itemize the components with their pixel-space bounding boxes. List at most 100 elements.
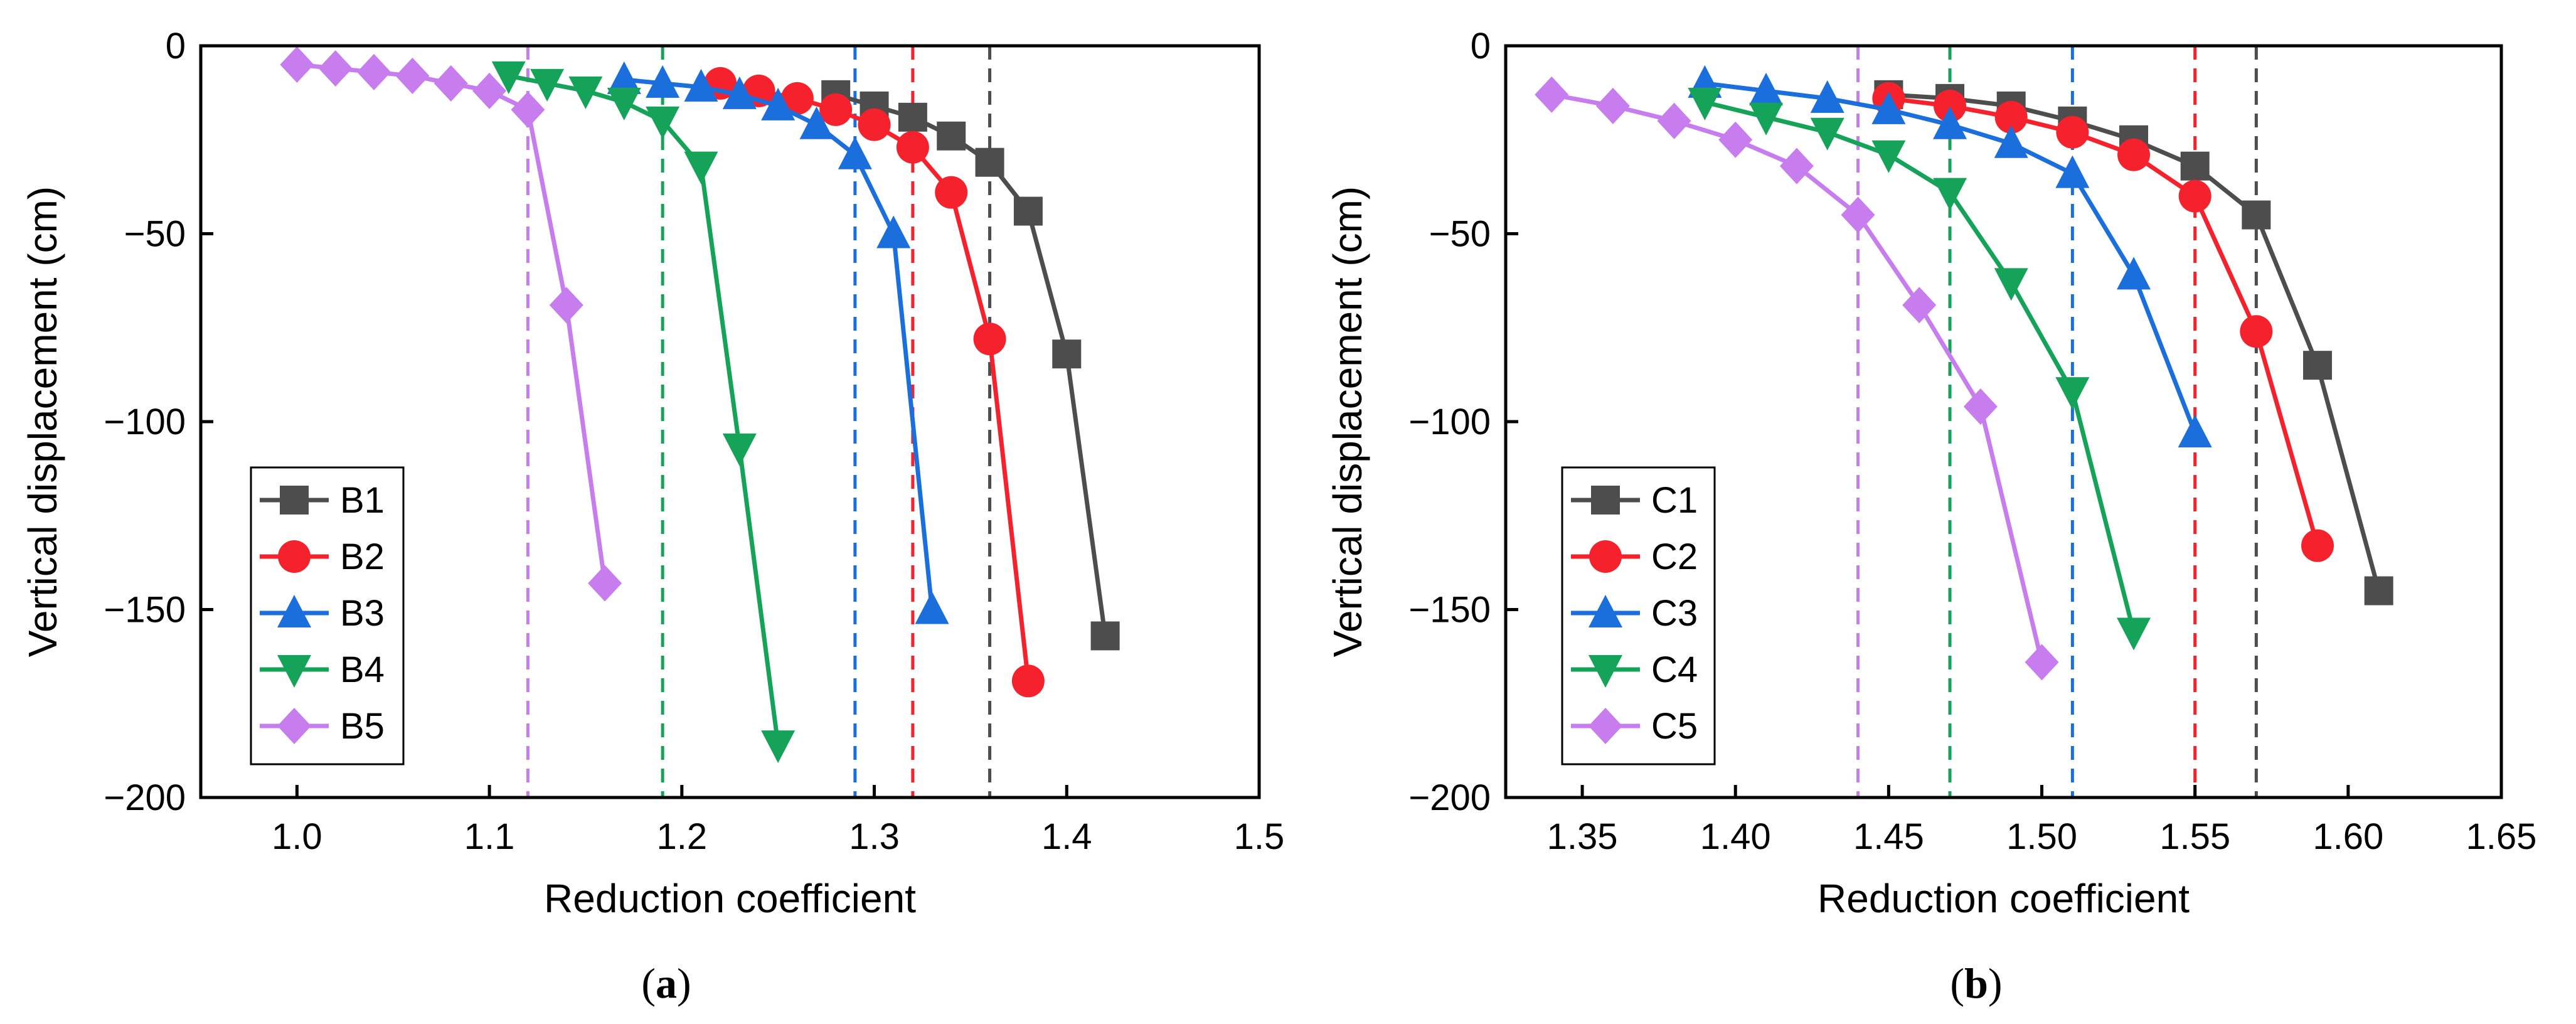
data-point-C2-8	[2301, 529, 2334, 562]
data-point-B5-3	[357, 53, 391, 90]
legend-label-C4: C4	[1651, 649, 1698, 690]
data-point-C4-4	[1871, 140, 1906, 173]
data-point-C3-2	[1749, 72, 1784, 105]
data-point-C4-6	[1994, 268, 2028, 301]
legend-label-B2: B2	[340, 536, 385, 577]
data-point-C3-4	[1871, 91, 1906, 124]
y-tick-label-a-4: −150	[104, 590, 186, 631]
data-point-C4-5	[1933, 178, 1967, 211]
data-point-C2-2	[1934, 89, 1967, 122]
data-point-B3-6	[799, 106, 834, 139]
data-point-B1-6	[1013, 196, 1043, 226]
data-point-C1-7	[2242, 200, 2271, 230]
data-point-C3-8	[2117, 257, 2151, 290]
legend-box-a	[250, 466, 405, 765]
panel-caption-letter-b: b	[1964, 959, 1988, 1007]
x-axis-label-a: Reduction coefficient	[544, 876, 916, 921]
data-point-B3-3	[684, 68, 718, 102]
y-tick-label-a-2: −50	[124, 214, 186, 255]
data-point-B5-6	[472, 72, 507, 109]
x-tick-label-a-1: 1.0	[272, 816, 322, 857]
data-point-C4-2	[1749, 102, 1784, 136]
data-point-B4-3	[568, 76, 603, 109]
data-point-C2-7	[2240, 315, 2273, 348]
data-point-B2-9	[1011, 664, 1045, 698]
chart-panel-a: 1.0 1.1 1.2 1.3 1.4 1.5 0 −50 −100 −150 −200 Reduct…	[20, 26, 1284, 1007]
legend-marker-C3	[1589, 595, 1622, 627]
legend-marker-B2	[278, 540, 311, 573]
data-point-B4-4	[607, 87, 641, 120]
x-tick-label-b-3: 1.45	[1853, 816, 1924, 857]
x-tick-label-b-4: 1.50	[2006, 816, 2077, 857]
data-point-B4-2	[530, 68, 565, 102]
legend-label-B4: B4	[340, 649, 385, 690]
data-point-C3-5	[1933, 106, 1967, 139]
data-point-C5-1	[1535, 76, 1569, 113]
legend-marker-B3	[277, 595, 311, 627]
x-tick-label-b-6: 1.60	[2313, 816, 2383, 857]
legend-b: C1 C2 C3 C4 C5	[1561, 466, 1716, 765]
data-point-B4-6	[684, 151, 718, 184]
legend-box-b	[1561, 466, 1716, 765]
data-point-C2-4	[2056, 115, 2089, 149]
data-point-C1-6	[2180, 151, 2210, 181]
data-point-B3-8	[876, 215, 911, 248]
data-point-B3-2	[646, 65, 680, 98]
data-point-C5-7	[1902, 287, 1937, 324]
y-tick-label-b-2: −50	[1429, 214, 1491, 255]
data-point-C2-5	[2117, 138, 2151, 171]
y-tick-label-a-5: −200	[104, 777, 186, 818]
x-tick-label-a-5: 1.4	[1041, 816, 1092, 857]
legend-label-C2: C2	[1651, 536, 1698, 577]
x-tick-label-a-2: 1.1	[464, 816, 515, 857]
data-point-B2-3	[780, 82, 814, 115]
panel-caption-a: (a)	[641, 959, 691, 1007]
data-point-C4-8	[2117, 617, 2151, 651]
data-point-C3-6	[1994, 125, 2028, 158]
data-point-B1-5	[975, 147, 1004, 177]
panel-caption-b: (b)	[1950, 959, 2002, 1007]
data-point-C5-8	[1963, 388, 1998, 425]
legend-label-B5: B5	[340, 706, 385, 747]
chart-panel-b: 1.35 1.40 1.45 1.50 1.55 1.60 1.65 0 −50 −100 −150…	[1325, 26, 2536, 1007]
x-tick-label-b-1: 1.35	[1547, 816, 1618, 857]
data-point-C5-6	[1841, 196, 1875, 233]
data-point-C5-5	[1779, 147, 1814, 184]
data-point-B4-1	[491, 61, 526, 94]
data-point-C1-9	[2364, 576, 2393, 605]
x-tick-label-a-3: 1.2	[656, 816, 707, 857]
data-point-B4-8	[761, 730, 796, 764]
data-point-B3-4	[722, 76, 757, 109]
data-point-B3-5	[761, 87, 796, 120]
data-point-C5-3	[1657, 102, 1691, 139]
data-point-C4-1	[1688, 87, 1722, 120]
data-point-B2-5	[858, 108, 891, 141]
y-tick-label-a-3: −100	[104, 402, 186, 442]
data-point-B2-8	[973, 323, 1006, 356]
data-point-C5-4	[1718, 121, 1753, 158]
data-point-C4-7	[2055, 377, 2090, 410]
legend-marker-B5	[277, 708, 311, 744]
y-axis-label-a: Vertical displacement (cm)	[20, 186, 65, 657]
legend-label-C3: C3	[1651, 593, 1698, 634]
x-tick-label-b-2: 1.40	[1700, 816, 1771, 857]
data-point-B1-8	[1090, 621, 1120, 651]
panel-caption-letter-a: a	[656, 959, 677, 1007]
data-point-C2-6	[2178, 179, 2211, 213]
x-tick-label-a-6: 1.5	[1234, 816, 1285, 857]
legend-label-B1: B1	[340, 480, 385, 521]
data-point-B5-7	[511, 91, 545, 128]
data-point-B5-2	[318, 50, 353, 87]
data-point-B5-4	[395, 57, 430, 94]
data-point-B4-5	[646, 106, 680, 139]
y-tick-label-b-4: −150	[1408, 590, 1491, 631]
data-point-B5-5	[434, 65, 468, 102]
data-point-C5-2	[1595, 87, 1630, 124]
legend-label-C1: C1	[1651, 480, 1698, 521]
legend-label-C5: C5	[1651, 706, 1698, 747]
y-tick-label-b-3: −100	[1408, 402, 1491, 442]
y-tick-label-b-5: −200	[1408, 777, 1491, 818]
x-axis-label-b: Reduction coefficient	[1818, 876, 2190, 921]
y-tick-label-a-1: 0	[166, 26, 186, 67]
